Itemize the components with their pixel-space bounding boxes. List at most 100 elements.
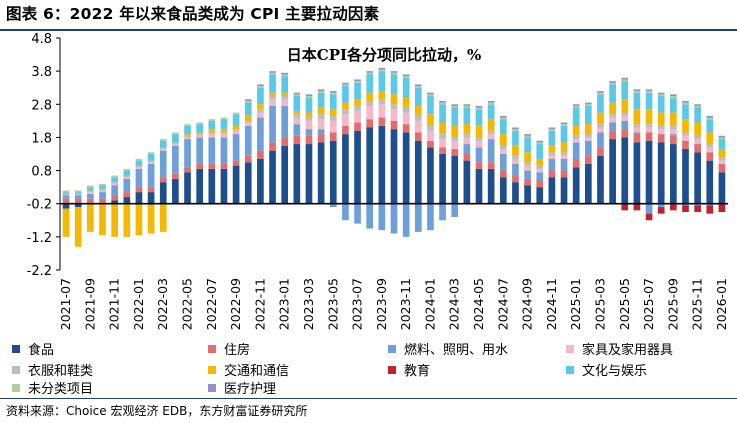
bar-segment-6 bbox=[536, 158, 544, 166]
bar-segment-2 bbox=[184, 167, 191, 173]
bar-segment-5 bbox=[390, 104, 398, 110]
bar-segment-8 bbox=[342, 86, 349, 103]
bar-segment-5 bbox=[427, 125, 434, 131]
bar-segment-10 bbox=[475, 105, 483, 108]
bar-segment-2 bbox=[584, 155, 592, 164]
bar-segment-2 bbox=[475, 162, 483, 169]
bar-segment-5 bbox=[196, 134, 204, 136]
bar-segment-4 bbox=[597, 127, 604, 133]
bar-segment-7 bbox=[670, 203, 677, 211]
bar-segment-2 bbox=[414, 132, 422, 141]
bar-segment-10 bbox=[390, 71, 398, 73]
bar-segment-5 bbox=[475, 137, 483, 141]
bar-segment-9 bbox=[111, 175, 118, 178]
bar-segment-4 bbox=[487, 134, 495, 140]
bar-segment-3 bbox=[633, 132, 641, 135]
bar-segment-6 bbox=[524, 152, 531, 163]
bar-segment-2 bbox=[499, 170, 507, 178]
bar-segment-4 bbox=[512, 158, 519, 164]
bar-segment-3 bbox=[172, 145, 179, 174]
bar-segment-6 bbox=[609, 102, 616, 115]
bar-segment-9 bbox=[244, 100, 252, 103]
bar-segment-1 bbox=[342, 134, 349, 204]
bar-segment-5 bbox=[111, 182, 118, 184]
bar-segment-9 bbox=[281, 74, 289, 77]
bar-segment-9 bbox=[87, 185, 94, 188]
bar-segment-3 bbox=[123, 178, 131, 193]
bar-segment-6 bbox=[317, 107, 325, 115]
bar-segment-7 bbox=[633, 203, 641, 211]
bar-segment-3 bbox=[342, 203, 349, 221]
bar-segment-1 bbox=[670, 144, 677, 204]
figure-title: 图表 6：2022 年以来食品类成为 CPI 主要拉动因素 bbox=[6, 5, 380, 23]
bar-segment-8 bbox=[572, 107, 580, 126]
x-tick-label: 2026-01 bbox=[714, 278, 729, 330]
bar-segment-8 bbox=[706, 119, 714, 133]
bar-segment-3 bbox=[135, 168, 143, 188]
bar-segment-1 bbox=[499, 177, 507, 204]
bar-segment-4 bbox=[269, 99, 276, 106]
bar-segment-6 bbox=[645, 109, 653, 125]
bar-segment-4 bbox=[305, 120, 313, 130]
bar-segment-9 bbox=[451, 105, 459, 108]
y-tick-label: -0.2 bbox=[27, 198, 52, 213]
bar-segment-10 bbox=[670, 94, 677, 96]
bar-segment-2 bbox=[87, 198, 94, 204]
bar-segment-6 bbox=[621, 99, 629, 113]
bar-segment-1 bbox=[354, 130, 361, 204]
bar-segment-5 bbox=[342, 109, 349, 115]
bar-segment-1 bbox=[439, 154, 446, 204]
bar-segment-9 bbox=[572, 105, 580, 108]
y-tick-label: -2.2 bbox=[27, 264, 52, 279]
bar-segment-9 bbox=[487, 102, 495, 105]
bar-segment-3 bbox=[512, 163, 519, 176]
bar-segment-2 bbox=[402, 124, 410, 133]
bar-segment-3 bbox=[572, 142, 580, 159]
bar-segment-2 bbox=[621, 129, 629, 138]
bar-segment-5 bbox=[512, 155, 519, 159]
bar-segment-3 bbox=[378, 203, 386, 231]
bar-segment-2 bbox=[329, 132, 337, 141]
bar-segment-9 bbox=[135, 158, 143, 161]
bar-segment-4 bbox=[633, 127, 641, 133]
bar-segment-8 bbox=[74, 192, 82, 194]
bar-segment-1 bbox=[657, 142, 665, 204]
bar-segment-10 bbox=[536, 140, 544, 143]
bar-segment-8 bbox=[269, 74, 276, 93]
x-tick-label: 2025-07 bbox=[641, 278, 656, 330]
bar-segment-9 bbox=[584, 104, 592, 106]
bar-segment-10 bbox=[342, 82, 349, 85]
bar-segment-10 bbox=[499, 115, 507, 118]
bar-segment-6 bbox=[293, 110, 301, 115]
bar-segment-1 bbox=[633, 142, 641, 204]
bar-segment-8 bbox=[657, 96, 665, 113]
bar-segment-8 bbox=[439, 104, 446, 123]
bar-segment-4 bbox=[670, 129, 677, 135]
bar-segment-4 bbox=[147, 162, 155, 164]
bar-segment-1 bbox=[414, 140, 422, 204]
x-tick-label: 2024-03 bbox=[447, 278, 462, 330]
bar-segment-2 bbox=[645, 132, 653, 141]
bar-segment-5 bbox=[123, 175, 131, 178]
bar-segment-1 bbox=[317, 142, 325, 204]
bar-segment-3 bbox=[682, 203, 689, 206]
x-tick-label: 2023-03 bbox=[301, 278, 316, 330]
source-note: 资料来源：Choice 宏观经济 EDB，东方财富证券研究所 bbox=[6, 404, 308, 418]
bar-segment-1 bbox=[548, 177, 556, 204]
bar-segment-1 bbox=[584, 163, 592, 204]
bar-segment-1 bbox=[463, 160, 471, 204]
bar-segment-4 bbox=[657, 129, 665, 135]
bar-segment-8 bbox=[281, 76, 289, 93]
bar-segment-3 bbox=[220, 137, 228, 164]
bar-segment-9 bbox=[172, 132, 179, 135]
bar-segment-5 bbox=[633, 124, 641, 128]
bar-segment-9 bbox=[718, 137, 726, 140]
bar-segment-8 bbox=[414, 87, 422, 106]
bar-segment-4 bbox=[609, 117, 616, 123]
bar-segment-4 bbox=[220, 134, 228, 138]
bar-segment-3 bbox=[208, 137, 216, 164]
bar-segment-3 bbox=[87, 193, 94, 199]
bar-segment-6 bbox=[487, 119, 495, 131]
bar-segment-6 bbox=[657, 112, 665, 126]
bar-segment-2 bbox=[524, 178, 531, 186]
